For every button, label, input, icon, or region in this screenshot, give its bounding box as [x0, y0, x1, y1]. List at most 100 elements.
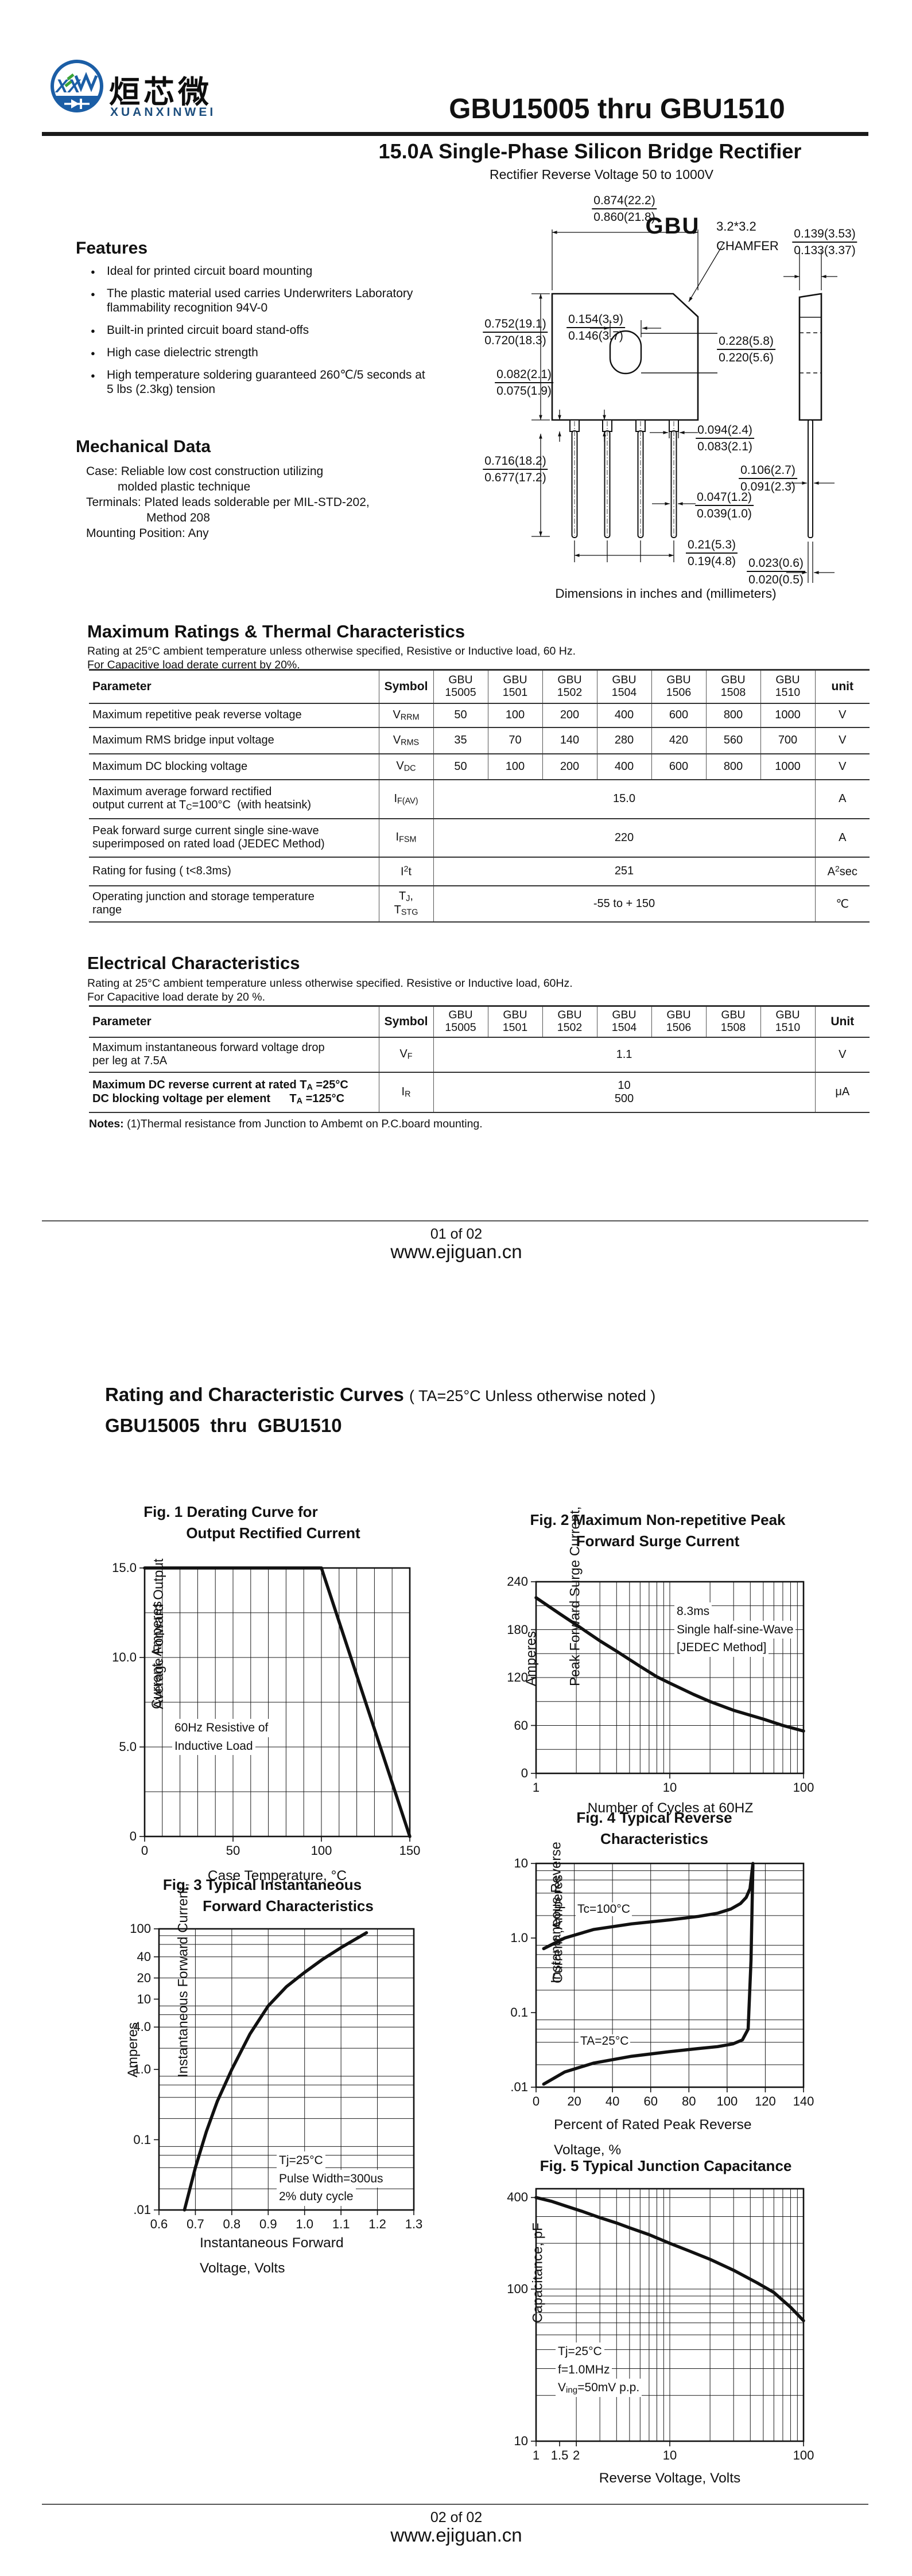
table-cell: 35	[433, 727, 488, 754]
table-cell: 600	[651, 703, 706, 727]
mechanical-line: Method 208	[146, 511, 210, 524]
fig3-xtick: 1.2	[368, 2217, 386, 2231]
fig2-xlabel: Number of Cycles at 60HZ	[587, 1800, 754, 1816]
header-rule	[42, 132, 868, 136]
chamfer-label: 3.2*3.2 CHAMFER	[716, 219, 779, 254]
fig4-xtick: 40	[605, 2094, 620, 2108]
feature-item: Ideal for printed circuit board mounting	[86, 264, 430, 279]
fig3-xtick: 1.3	[405, 2217, 423, 2231]
fig2-xtick: 100	[793, 1780, 814, 1795]
fig4-ytick: .01	[510, 2080, 528, 2094]
fig2-xtick: 1	[532, 1780, 540, 1795]
table-cell: VRRM	[378, 703, 433, 727]
table-cell: 100	[487, 753, 542, 780]
table-cell: Parameter	[92, 679, 152, 693]
mechanical-line: molded plastic technique	[118, 480, 251, 493]
footer1-rule	[42, 1220, 868, 1221]
fig2-title-line1: Fig. 2 Maximum Non-repetitive Peak	[530, 1511, 786, 1528]
dimension-standoff: 0.082(2.1) 0.075(1.9)	[495, 367, 553, 399]
fig3-ytick: 40	[137, 1949, 151, 1964]
table-cell: unit	[814, 670, 870, 703]
fig2-xtick: 10	[662, 1780, 677, 1795]
dimension-lead_len: 0.716(18.2) 0.677(17.2)	[483, 453, 548, 486]
table-cell: 10 500	[433, 1072, 815, 1112]
fig2-annotation: 8.3ms Single half-sine-Wave [JEDEC Method]	[674, 1602, 796, 1657]
table-cell: 800	[705, 703, 760, 727]
fig1-title-line2: Output Rectified Current	[186, 1524, 360, 1542]
fig1-ylabel: Current, Amperes	[149, 1601, 165, 1709]
curves-section-heading: Rating and Characteristic Curves ( TA=25…	[105, 1384, 656, 1405]
fig1-xtick: 0	[141, 1843, 149, 1858]
fig4-xtick: 140	[793, 2094, 814, 2108]
fig3-xlabel: Instantaneous Forward	[200, 2235, 344, 2251]
fig2-title-line2: Forward Surge Current	[576, 1532, 740, 1550]
fig5-title: Fig. 5 Typical Junction Capacitance	[540, 2157, 792, 2174]
dimension-body_h: 0.752(19.1) 0.720(18.3)	[483, 316, 548, 349]
package-caption: Dimensions in inches and (millimeters)	[555, 586, 777, 601]
table-cell: V	[814, 703, 870, 727]
electrical-note2: For Capacitive load derate by 20 %.	[87, 991, 266, 1003]
fig2-ylabel: Peak Forward Surge Current,	[567, 1506, 583, 1686]
fig1-annotation: 60Hz Resistive of Inductive Load	[172, 1719, 271, 1755]
fig4-xtick: 120	[755, 2094, 776, 2108]
fig3-xtick: 0.6	[150, 2217, 168, 2231]
table-cell: IR	[378, 1072, 433, 1112]
fig5-ylabel: Capacitance, pF	[530, 2223, 546, 2323]
fig5-xtick: 1	[532, 2448, 540, 2462]
dimension-side_t: 0.106(2.7) 0.091(2.3)	[739, 462, 797, 495]
electrical-note1: Rating at 25°C ambient temperature unles…	[87, 977, 573, 990]
table-cell: GBU 1502	[542, 1006, 597, 1037]
fig4-xtick: 20	[567, 2094, 581, 2108]
fig3-ytick: 100	[130, 1921, 151, 1936]
package-name: GBU	[645, 213, 700, 239]
footer1-website: www.ejiguan.cn	[390, 1241, 522, 1262]
fig2-ytick: 0	[521, 1766, 528, 1780]
table-cell: GBU 1502	[542, 670, 597, 703]
table-cell: 251	[433, 857, 815, 886]
table-cell: GBU 1504	[596, 670, 651, 703]
max-ratings-heading: Maximum Ratings & Thermal Characteristic…	[87, 621, 465, 641]
fig4-xlabel: Percent of Rated Peak Reverse	[554, 2117, 752, 2133]
fig3-xtick: 0.8	[223, 2217, 241, 2231]
table-cell: Maximum RMS bridge input voltage	[92, 734, 274, 747]
table-cell: μA	[814, 1072, 870, 1112]
fig5-plot	[531, 2188, 805, 2446]
table-cell: Maximum instantaneous forward voltage dr…	[92, 1041, 325, 1067]
max-ratings-note1: Rating at 25°C ambient temperature unles…	[87, 645, 576, 657]
brand-name-chinese: 烜芯微	[109, 75, 212, 110]
fig1-plot	[139, 1566, 412, 1842]
table-cell: 400	[596, 703, 651, 727]
fig3-xlabel: Voltage, Volts	[200, 2260, 285, 2276]
fig4-xtick: 0	[532, 2094, 540, 2108]
table-cell: A2sec	[814, 857, 870, 886]
fig2-ytick: 180	[507, 1622, 528, 1637]
feature-item: Built-in printed circuit board stand-off…	[86, 323, 430, 338]
table-cell: GBU 1504	[596, 1006, 651, 1037]
table-cell: 50	[433, 703, 488, 727]
fig1-xlabel: Case Temperature, °C	[207, 1868, 347, 1884]
dimension-lead_w: 0.047(1.2) 0.039(1.0)	[695, 489, 754, 522]
fig5-ytick: 10	[514, 2434, 528, 2448]
product-subtitle: Rectifier Reverse Voltage 50 to 1000V	[490, 167, 713, 182]
mechanical-line: Mounting Position: Any	[86, 527, 209, 540]
fig3-ytick: .01	[133, 2203, 151, 2217]
table-cell: IF(AV)	[378, 779, 433, 819]
fig3-xtick: 1.0	[296, 2217, 313, 2231]
fig3-title-line1: Fig. 3 Typical Instantaneous	[162, 1876, 362, 1893]
table-cell: 800	[705, 753, 760, 780]
table-cell: -55 to + 150	[433, 885, 815, 922]
table-cell: GBU 1501	[487, 670, 542, 703]
brand-name-english: XUANXINWEI	[110, 106, 216, 119]
table-cell: A	[814, 818, 870, 857]
table-cell: Unit	[814, 1006, 870, 1037]
table-cell: IFSM	[378, 818, 433, 857]
table-cell: 200	[542, 703, 597, 727]
table-cell: GBU 1506	[651, 670, 706, 703]
fig5-ytick: 400	[507, 2190, 528, 2205]
fig3-ytick: 20	[137, 1970, 151, 1985]
table-cell: VDC	[378, 753, 433, 780]
fig2-ytick: 60	[514, 1718, 528, 1733]
table-cell: Maximum repetitive peak reverse voltage	[92, 709, 302, 722]
fig1-xtick: 150	[399, 1843, 421, 1858]
fig5-xtick: 1.5	[550, 2448, 569, 2462]
